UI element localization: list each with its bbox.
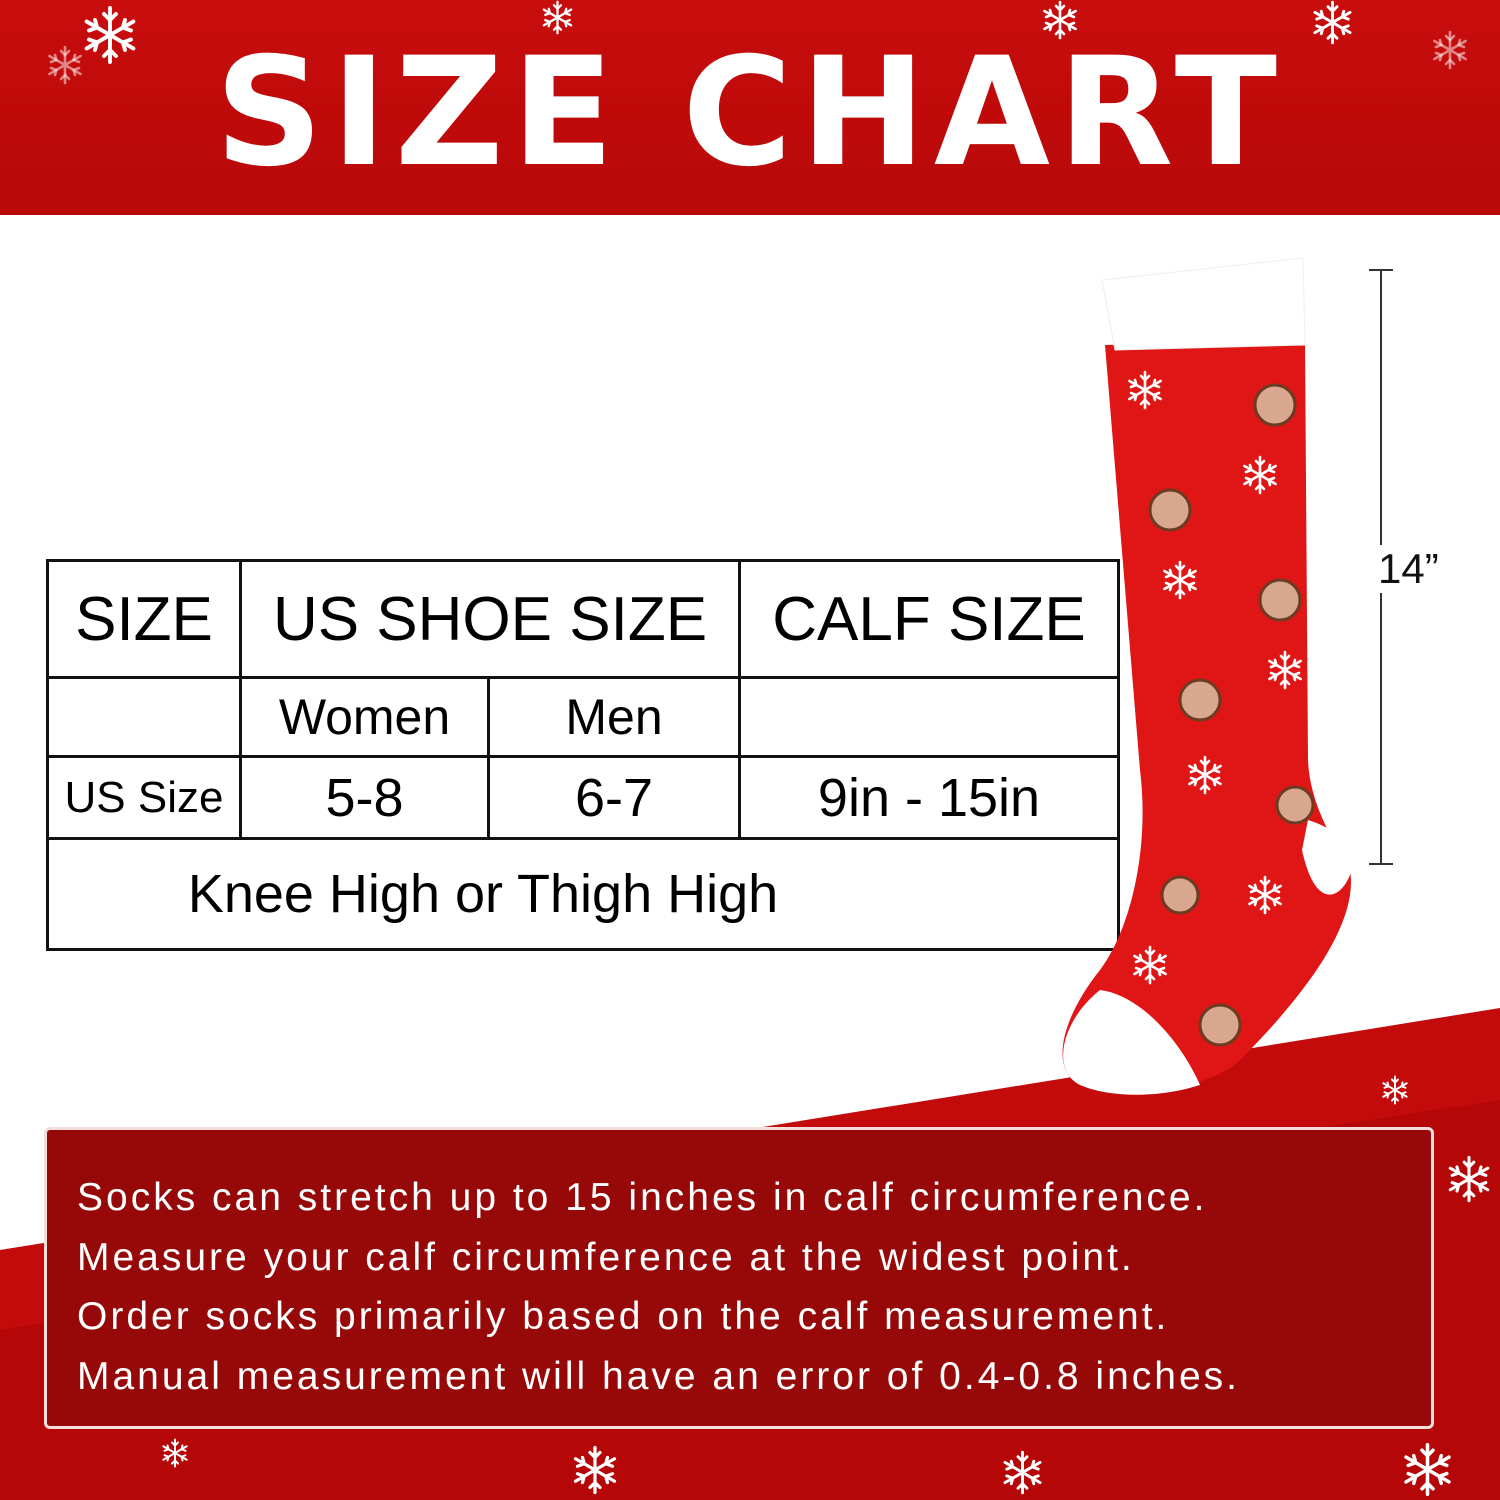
table-footer: Knee High or Thigh High — [46, 837, 1120, 951]
header-calf-size: CALF SIZE — [738, 559, 1120, 679]
row-label: US Size — [46, 755, 242, 840]
snowflake-icon — [1380, 1075, 1410, 1105]
size-table: SIZE US SHOE SIZE CALF SIZE Women Men US… — [46, 559, 1120, 951]
header-size: SIZE — [46, 559, 242, 679]
length-label: 14” — [1378, 545, 1439, 593]
calf-size: 9in - 15in — [738, 755, 1120, 840]
subheader-men: Men — [487, 676, 741, 758]
snowflake-icon — [1445, 1155, 1493, 1203]
note-line: Manual measurement will have an error of… — [77, 1354, 1240, 1398]
snowflake-icon — [160, 1438, 190, 1468]
note-line: Socks can stretch up to 15 inches in cal… — [77, 1176, 1208, 1219]
snowflake-icon — [1000, 1450, 1045, 1495]
subheader-women: Women — [239, 676, 490, 758]
note-line: Order socks primarily based on the calf … — [77, 1295, 1170, 1338]
reindeer-icon — [1148, 383, 1315, 1047]
title-banner: SIZE CHART — [0, 0, 1500, 215]
page-title: SIZE CHART — [214, 26, 1286, 200]
header-us-shoe-size: US SHOE SIZE — [239, 559, 741, 679]
men-size: 6-7 — [487, 755, 741, 840]
notes-box: Socks can stretch up to 15 inches in cal… — [44, 1127, 1434, 1429]
subheader-empty — [46, 676, 242, 758]
women-size: 5-8 — [239, 755, 490, 840]
subheader-empty — [738, 676, 1120, 758]
sock-image — [1062, 257, 1353, 1095]
snowflake-icon — [570, 1445, 620, 1495]
note-line: Measure your calf circumference at the w… — [77, 1235, 1135, 1279]
snowflake-icon — [1400, 1442, 1455, 1497]
